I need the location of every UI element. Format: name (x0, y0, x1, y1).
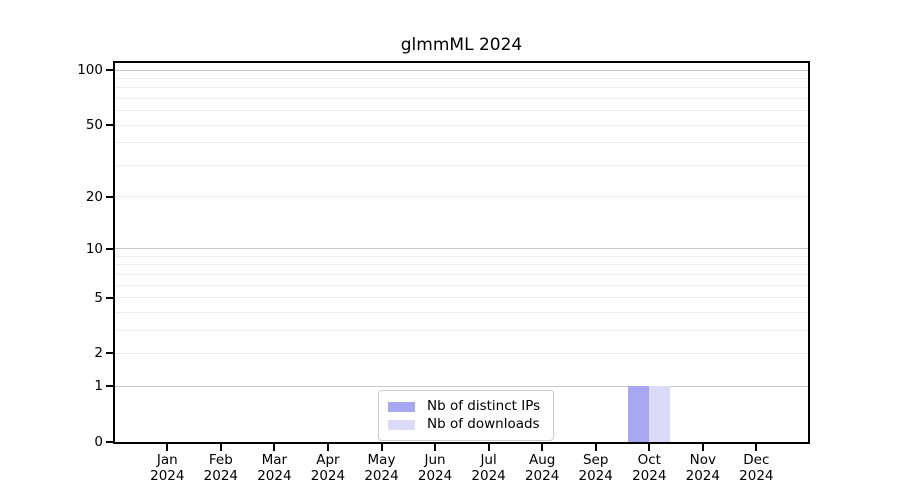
y-tick-mark (106, 441, 113, 443)
x-tick-year: 2024 (524, 467, 560, 484)
gridline-minor (115, 124, 808, 126)
gridline-minor (115, 164, 808, 166)
legend-swatch-distinct-ips (388, 401, 415, 412)
gridline-minor (115, 110, 808, 112)
x-tick-mark (219, 444, 222, 451)
gridline-minor (115, 142, 808, 144)
x-tick-mark (273, 444, 276, 451)
gridline-minor (115, 255, 808, 257)
y-tick-mark (106, 124, 113, 127)
gridline-minor (115, 284, 808, 286)
x-tick-label: Feb 2024 (191, 452, 251, 484)
gridline-minor (115, 196, 808, 198)
gridline-major (115, 69, 808, 71)
x-tick-month: Feb (208, 452, 233, 468)
legend-item-distinct-ips: Nb of distinct IPs (388, 398, 544, 415)
x-tick-year: 2024 (578, 467, 613, 484)
bar-nb-of-downloads (649, 386, 671, 442)
gridline-minor (115, 311, 808, 313)
y-tick-label: 0 (94, 434, 103, 450)
y-tick-mark (106, 385, 113, 388)
x-tick-month: Sep (582, 452, 609, 468)
x-tick-year: 2024 (150, 467, 185, 484)
x-tick-label: Jan 2024 (137, 452, 197, 484)
x-tick-label: Apr 2024 (298, 452, 358, 484)
x-tick-month: Oct (637, 452, 661, 468)
legend-label-distinct-ips: Nb of distinct IPs (427, 398, 541, 414)
x-tick-year: 2024 (685, 467, 720, 484)
x-tick-label: Jun 2024 (405, 452, 465, 484)
gridline-minor (115, 352, 808, 354)
y-tick-label: 5 (94, 289, 103, 306)
x-tick-label: Dec 2024 (726, 452, 786, 484)
x-tick-month: Mar (261, 452, 288, 468)
y-tick-mark (106, 296, 113, 299)
gridline-minor (115, 264, 808, 266)
x-tick-month: May (367, 452, 396, 468)
x-tick-month: Dec (743, 452, 770, 468)
x-tick-mark (166, 444, 169, 451)
x-tick-label: Oct 2024 (619, 452, 679, 484)
gridline-minor (115, 77, 808, 79)
y-tick-label: 50 (85, 117, 103, 134)
x-tick-year: 2024 (471, 467, 506, 484)
x-tick-label: Sep 2024 (566, 452, 626, 484)
x-tick-month: Jan (156, 452, 178, 468)
x-tick-label: Aug 2024 (512, 452, 572, 484)
x-tick-label: Mar 2024 (244, 452, 304, 484)
gridline-minor (115, 329, 808, 331)
x-tick-mark (380, 444, 383, 451)
y-tick-mark (106, 352, 113, 355)
gridline-minor (115, 97, 808, 99)
x-tick-month: Nov (689, 452, 716, 468)
legend: Nb of distinct IPs Nb of downloads (378, 390, 554, 441)
chart-title: glmmML 2024 (400, 35, 523, 55)
x-tick-month: Jul (480, 452, 497, 468)
x-tick-year: 2024 (739, 467, 774, 484)
x-tick-mark (648, 444, 651, 451)
gridline-minor (115, 297, 808, 299)
gridline-major (115, 248, 808, 250)
x-tick-mark (434, 444, 437, 451)
y-tick-label: 10 (85, 240, 103, 257)
x-tick-mark (594, 444, 597, 451)
x-tick-month: Jun (424, 452, 446, 468)
y-tick-mark (106, 247, 113, 250)
plot-area: Nb of distinct IPs Nb of downloads 0 1 2 5 1… (77, 61, 810, 483)
x-tick-year: 2024 (257, 467, 292, 484)
y-tick-label: 100 (77, 62, 103, 78)
bar-nb-of-distinct-ips (628, 386, 650, 442)
x-tick-year: 2024 (203, 467, 239, 484)
x-tick-mark (487, 444, 490, 451)
x-tick-month: Aug (528, 452, 556, 468)
x-tick-mark (755, 444, 758, 451)
x-tick-year: 2024 (364, 467, 399, 484)
y-tick-label: 1 (94, 378, 103, 395)
y-tick-mark (106, 69, 113, 71)
x-tick-month: Apr (316, 452, 340, 468)
legend-label-downloads: Nb of downloads (427, 416, 540, 432)
x-tick-mark (326, 444, 329, 451)
y-tick-label: 20 (85, 188, 103, 205)
x-tick-mark (701, 444, 704, 451)
x-tick-year: 2024 (310, 467, 346, 484)
gridline-minor (115, 273, 808, 275)
x-tick-label: Nov 2024 (673, 452, 733, 484)
x-tick-label: Jul 2024 (459, 452, 519, 484)
legend-item-downloads: Nb of downloads (388, 416, 544, 433)
y-tick-mark (106, 195, 113, 198)
x-tick-year: 2024 (632, 467, 667, 484)
y-tick-label: 2 (94, 345, 103, 362)
x-tick-mark (541, 444, 544, 451)
gridline-major (115, 385, 808, 387)
x-tick-label: May 2024 (352, 452, 412, 484)
gridline-minor (115, 87, 808, 89)
legend-swatch-downloads (388, 419, 415, 430)
x-tick-year: 2024 (417, 467, 453, 484)
